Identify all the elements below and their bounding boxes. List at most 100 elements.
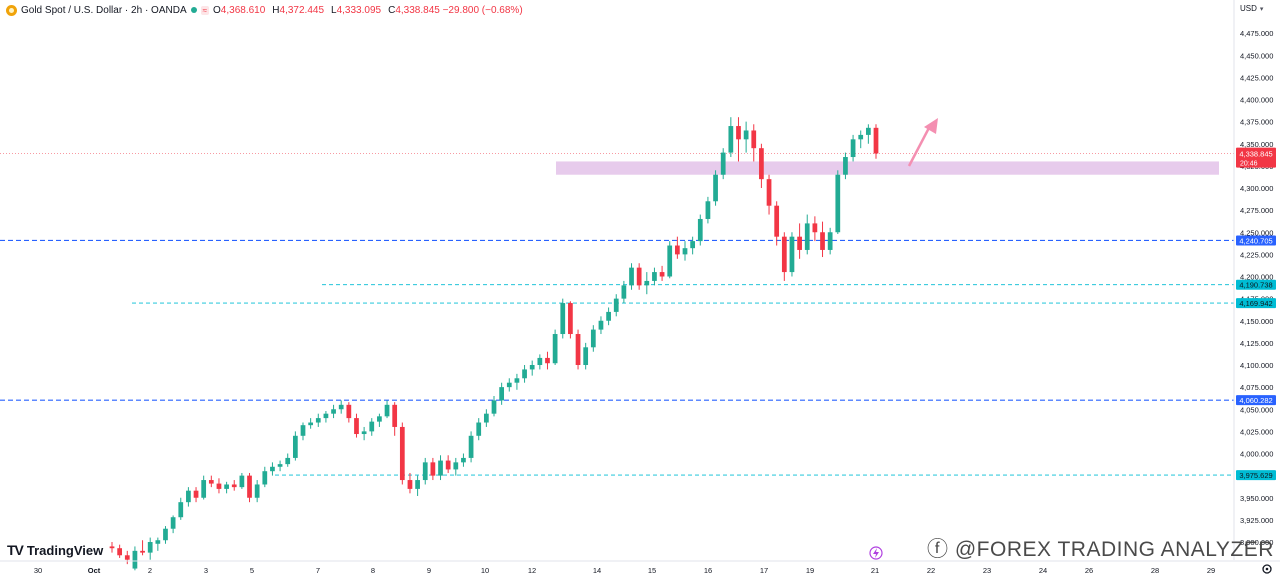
candle[interactable] [369, 418, 375, 436]
candle[interactable] [224, 481, 229, 494]
candle[interactable] [231, 480, 237, 491]
candle[interactable] [193, 487, 199, 503]
candle[interactable] [644, 272, 650, 295]
settings-icon[interactable] [1262, 564, 1272, 574]
candle[interactable] [697, 214, 703, 246]
candle[interactable] [606, 307, 611, 326]
candle[interactable] [468, 431, 474, 463]
candle[interactable] [361, 426, 367, 441]
candle[interactable] [247, 472, 252, 503]
candle[interactable] [377, 413, 382, 427]
resistance-zone[interactable] [556, 161, 1219, 175]
candle[interactable] [552, 329, 558, 365]
candle[interactable] [239, 472, 245, 489]
candle[interactable] [461, 453, 466, 467]
candle[interactable] [759, 143, 764, 188]
candle[interactable] [835, 170, 841, 235]
candle[interactable] [415, 475, 420, 496]
candle[interactable] [720, 148, 726, 180]
candle[interactable] [208, 475, 214, 488]
symbol-title[interactable]: Gold Spot / U.S. Dollar · 2h · OANDA [21, 4, 187, 16]
candle[interactable] [858, 130, 864, 149]
candle[interactable] [789, 232, 795, 277]
candle[interactable] [308, 418, 314, 429]
candle[interactable] [850, 134, 856, 162]
candle[interactable] [453, 457, 459, 476]
candle[interactable] [155, 537, 161, 551]
candle[interactable] [865, 124, 871, 144]
candlestick-series[interactable] [109, 117, 879, 571]
candle[interactable] [506, 378, 512, 392]
chart-legend[interactable]: Gold Spot / U.S. Dollar · 2h · OANDA ≈ O… [6, 3, 526, 17]
candle[interactable] [598, 316, 604, 335]
candle[interactable] [781, 232, 787, 281]
candle[interactable] [147, 537, 153, 560]
candle[interactable] [736, 117, 741, 162]
candle[interactable] [590, 325, 596, 352]
candle[interactable] [682, 241, 688, 261]
candle[interactable] [338, 400, 344, 414]
time-axis[interactable]: 30 Oct 2 3 5 7 8 9 10 12 14 15 16 17 19 21 22 23 24 26 28 29 [0, 560, 1280, 575]
candle[interactable] [491, 395, 497, 417]
candle[interactable] [499, 382, 505, 405]
candle[interactable] [483, 409, 489, 427]
candle[interactable] [843, 152, 848, 180]
candle[interactable] [751, 124, 757, 162]
candle[interactable] [560, 298, 566, 339]
candle[interactable] [522, 365, 527, 383]
candle[interactable] [384, 400, 390, 419]
candle[interactable] [109, 542, 115, 553]
candle[interactable] [873, 124, 879, 159]
candle[interactable] [124, 550, 130, 565]
candle[interactable] [804, 214, 810, 255]
candle[interactable] [140, 540, 145, 556]
candle[interactable] [300, 422, 306, 441]
candle[interactable] [277, 460, 283, 472]
candle[interactable] [270, 462, 275, 476]
candle[interactable] [346, 402, 352, 423]
lightning-icon[interactable] [869, 546, 883, 560]
candle[interactable] [323, 411, 329, 423]
candle[interactable] [621, 280, 627, 304]
candle[interactable] [399, 422, 405, 485]
candle[interactable] [170, 515, 176, 534]
candle[interactable] [117, 544, 123, 558]
candle[interactable] [285, 453, 291, 467]
tradingview-logo[interactable]: TV TradingView [7, 542, 103, 558]
candle[interactable] [186, 487, 191, 507]
candle[interactable] [430, 457, 436, 481]
candle[interactable] [728, 117, 734, 158]
candle[interactable] [132, 546, 138, 571]
candle[interactable] [705, 196, 711, 224]
candle[interactable] [652, 267, 657, 286]
candle[interactable] [820, 221, 825, 258]
candle[interactable] [422, 457, 428, 485]
candle[interactable] [766, 174, 772, 215]
candle[interactable] [178, 497, 184, 520]
candle[interactable] [629, 263, 634, 290]
candle[interactable] [331, 404, 336, 419]
candle[interactable] [690, 236, 696, 255]
candle[interactable] [575, 329, 581, 370]
candle[interactable] [354, 413, 359, 438]
candle[interactable] [254, 480, 260, 503]
candle[interactable] [545, 351, 550, 370]
candle[interactable] [216, 478, 222, 494]
candle[interactable] [583, 342, 589, 370]
candle[interactable] [812, 216, 818, 242]
candle[interactable] [797, 223, 802, 259]
candle[interactable] [476, 418, 482, 441]
candle[interactable] [315, 413, 321, 427]
currency-selector[interactable]: USD [1240, 4, 1263, 13]
candle[interactable] [713, 170, 718, 206]
candle[interactable] [514, 373, 520, 390]
candle[interactable] [163, 526, 168, 544]
candle[interactable] [438, 455, 443, 481]
candle[interactable] [743, 121, 749, 153]
candle[interactable] [568, 301, 573, 339]
candle[interactable] [774, 201, 780, 246]
candle[interactable] [262, 466, 268, 488]
candle[interactable] [407, 472, 413, 494]
candle[interactable] [674, 236, 680, 259]
